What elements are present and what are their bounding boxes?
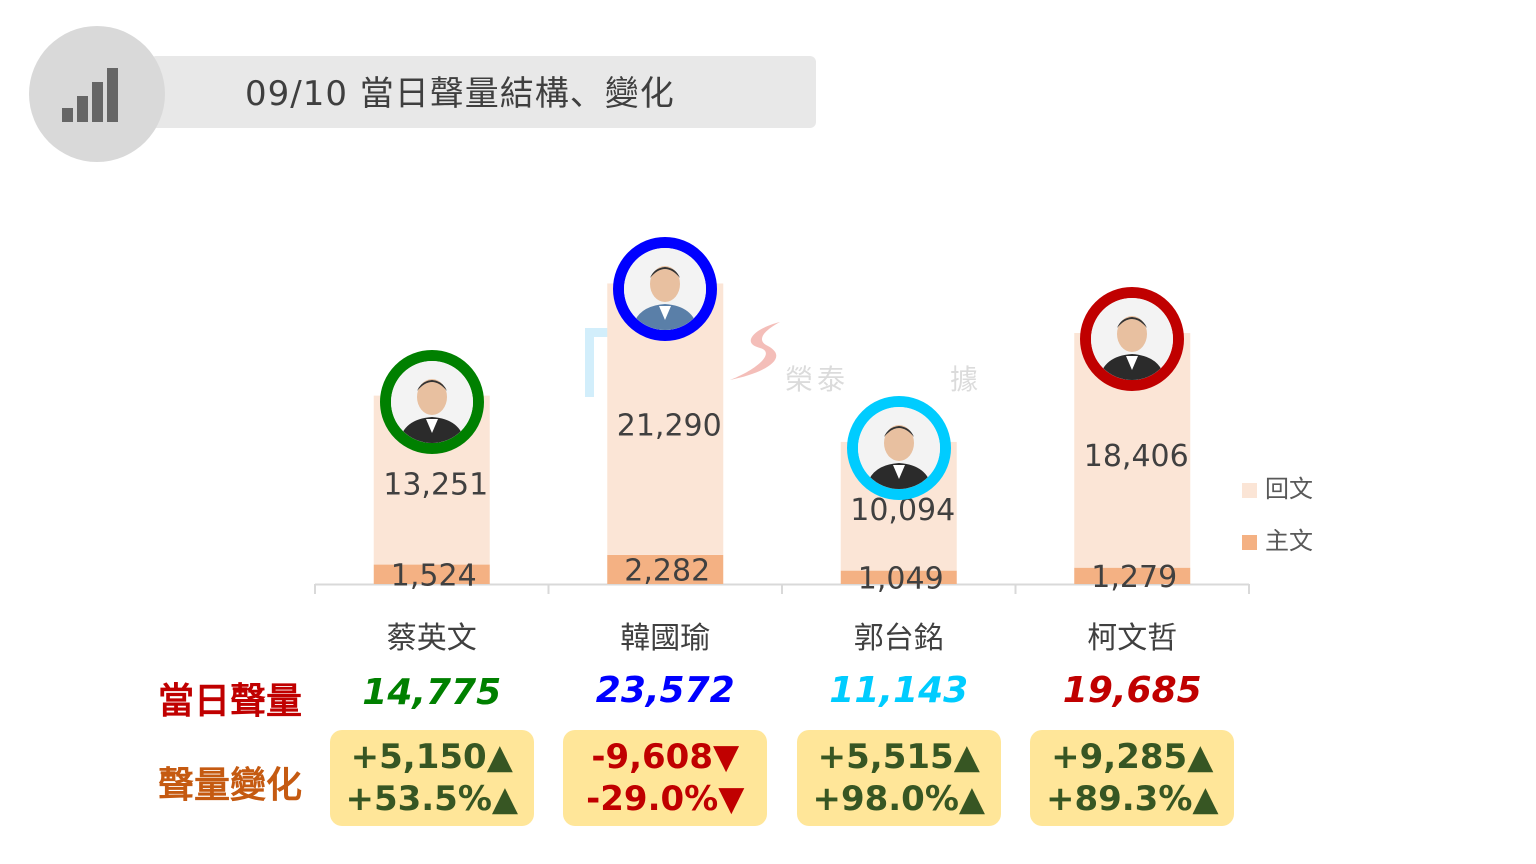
change-box-3: +9,285▲ +89.3%▲ [1030, 730, 1235, 826]
change-absolute-0: +5,150▲ [350, 737, 513, 777]
person-photo-icon [1091, 298, 1174, 381]
change-percent-3: +89.3%▲ [1045, 779, 1219, 819]
legend-label-reply: 回文 [1265, 475, 1313, 503]
category-label-0: 蔡英文 [387, 621, 477, 656]
legend-item-main: 主文 [1242, 527, 1313, 555]
change-percent-0: +53.5%▲ [345, 779, 519, 819]
change-box-2: +5,515▲ +98.0%▲ [796, 730, 1001, 826]
person-photo-icon [857, 406, 940, 489]
avatar-0 [379, 349, 484, 454]
bar-label-main-0: 1,524 [391, 558, 477, 593]
change-percent-2: +98.0%▲ [812, 779, 986, 819]
bar-main-0 [373, 564, 490, 584]
category-label-1: 韓國瑜 [620, 621, 710, 656]
legend-label-main: 主文 [1265, 527, 1313, 555]
bar-label-reply-1: 21,290 [617, 409, 722, 444]
bar-label-reply-0: 13,251 [383, 467, 488, 502]
legend-item-reply: 回文 [1242, 475, 1313, 503]
category-label-3: 柯文哲 [1087, 621, 1177, 656]
change-box-1: -9,608▼ -29.0%▼ [563, 730, 768, 826]
bar-label-reply-3: 18,406 [1084, 439, 1189, 474]
page-title: 09/10 當日聲量結構、變化 [245, 74, 675, 114]
title-banner [150, 56, 816, 128]
volume-change-label: 聲量變化 [158, 765, 303, 806]
bar-main-3 [1074, 567, 1191, 584]
legend-swatch-reply [1242, 483, 1257, 498]
daily-total-2: 11,143 [829, 670, 969, 711]
signal-bars-icon [62, 62, 130, 122]
person-photo-icon [390, 360, 473, 443]
change-absolute-2: +5,515▲ [817, 737, 980, 777]
bar-label-main-3: 1,279 [1091, 560, 1177, 595]
change-percent-1: -29.0%▼ [586, 779, 745, 819]
change-absolute-1: -9,608▼ [591, 737, 740, 777]
avatar-1 [613, 237, 718, 342]
change-box-0: +5,150▲ +53.5%▲ [329, 730, 534, 826]
avatar-2 [846, 395, 951, 500]
category-label-2: 郭台銘 [854, 621, 944, 656]
bar-label-main-2: 1,049 [858, 561, 944, 596]
daily-total-0: 14,775 [362, 672, 502, 713]
bar-main-1 [607, 554, 724, 584]
bar-main-2 [840, 570, 957, 584]
daily-total-1: 23,572 [595, 670, 735, 711]
avatar-3 [1080, 287, 1185, 392]
daily-volume-label: 當日聲量 [158, 681, 303, 722]
legend-swatch-main [1242, 535, 1257, 550]
bar-label-main-1: 2,282 [624, 553, 710, 588]
person-photo-icon [624, 248, 707, 331]
change-absolute-3: +9,285▲ [1051, 737, 1214, 777]
daily-total-3: 19,685 [1062, 670, 1202, 711]
